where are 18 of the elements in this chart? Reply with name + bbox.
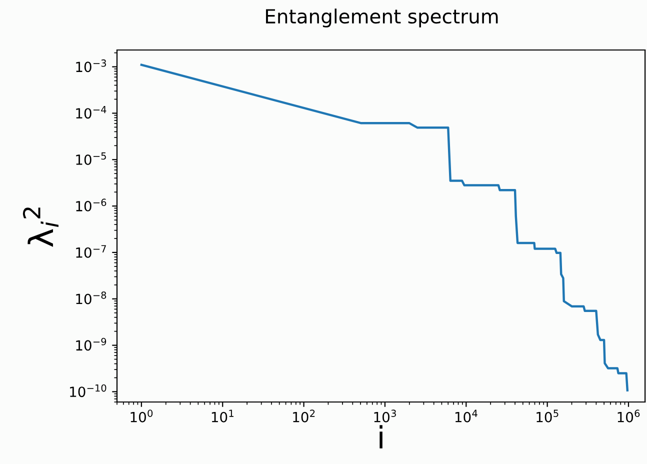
x-axis-title: i xyxy=(380,425,382,448)
y-tick-label: 10$^{−3}$ xyxy=(76,59,106,72)
y-axis-title: λ$_{i}$$^{2}$ xyxy=(22,208,58,247)
x-tick-label: 10$^{2}$ xyxy=(293,410,315,422)
y-tick-label: 10$^{−9}$ xyxy=(76,338,106,351)
chart-title: Entanglement spectrum xyxy=(266,8,498,28)
y-tick-label: 10$^{−5}$ xyxy=(76,152,106,165)
y-tick-label: 10$^{−7}$ xyxy=(76,245,106,258)
y-tick-label: 10$^{−6}$ xyxy=(76,198,106,212)
y-tick-label: 10$^{−8}$ xyxy=(76,292,106,304)
x-tick-label: 10$^{1}$ xyxy=(212,410,234,422)
x-tick-label: 10$^{3}$ xyxy=(374,410,396,422)
x-tick-label: 10$^{0}$ xyxy=(130,410,153,422)
y-tick-label: 10$^{−10}$ xyxy=(70,384,106,398)
y-tick-label: 10$^{−4}$ xyxy=(76,106,106,119)
x-tick-label: 10$^{4}$ xyxy=(455,410,478,422)
x-tick-label: 10$^{6}$ xyxy=(618,410,640,422)
x-tick-label: 10$^{5}$ xyxy=(536,410,558,422)
